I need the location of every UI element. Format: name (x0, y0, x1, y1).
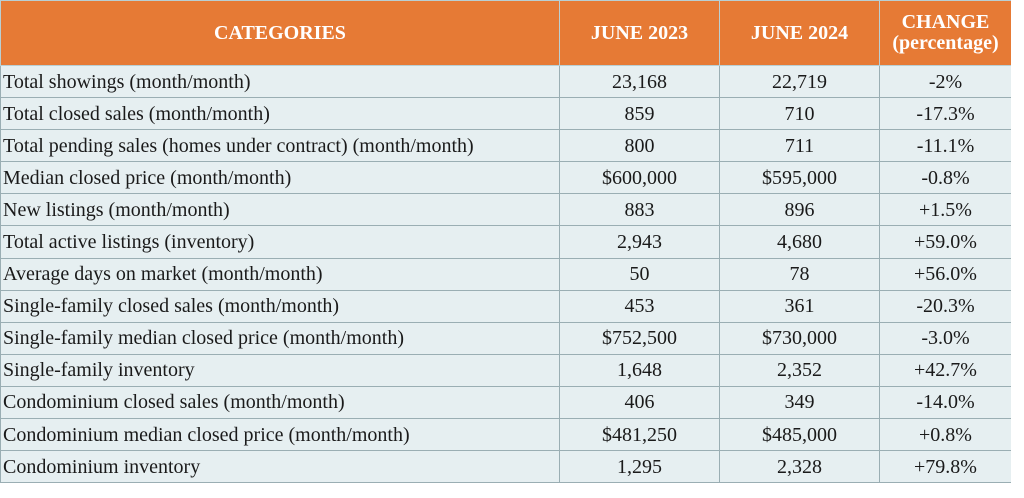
june-2023-cell: $752,500 (559, 321, 720, 355)
change-cell: -14.0% (879, 385, 1011, 420)
table-row: Total showings (month/month) 23,168 22,7… (0, 64, 1011, 99)
june-2023-cell: 800 (559, 129, 720, 163)
june-2023-cell: 2,943 (559, 225, 720, 259)
june-2024-cell: 361 (719, 289, 880, 323)
june-2024-cell: 710 (719, 97, 880, 131)
change-cell: -0.8% (879, 161, 1011, 195)
table-row: Average days on market (month/month) 50 … (0, 257, 1011, 291)
header-change-line2: (percentage) (892, 32, 999, 54)
june-2024-cell: $595,000 (719, 161, 880, 195)
june-2024-cell: 22,719 (719, 64, 880, 99)
header-change: CHANGE (percentage) (879, 0, 1011, 66)
category-cell: Total showings (month/month) (0, 64, 560, 99)
housing-stats-table: CATEGORIES JUNE 2023 JUNE 2024 CHANGE (p… (0, 0, 1011, 484)
header-change-line1: CHANGE (901, 11, 990, 33)
table-row: Condominium closed sales (month/month) 4… (0, 385, 1011, 420)
change-cell: -3.0% (879, 321, 1011, 355)
june-2024-cell: 2,352 (719, 353, 880, 387)
header-june-2024: JUNE 2024 (719, 0, 880, 66)
category-cell: Condominium inventory (0, 450, 560, 484)
category-cell: Total active listings (inventory) (0, 225, 560, 259)
header-june-2023: JUNE 2023 (559, 0, 720, 66)
table-header: CATEGORIES JUNE 2023 JUNE 2024 CHANGE (p… (0, 0, 1011, 66)
category-cell: Total closed sales (month/month) (0, 97, 560, 131)
june-2023-cell: $481,250 (559, 418, 720, 452)
category-cell: Single-family median closed price (month… (0, 321, 560, 355)
table-row: Single-family median closed price (month… (0, 321, 1011, 355)
table-row: Single-family inventory 1,648 2,352 +42.… (0, 353, 1011, 387)
category-cell: Median closed price (month/month) (0, 161, 560, 195)
june-2024-cell: 896 (719, 193, 880, 227)
june-2024-cell: 2,328 (719, 450, 880, 484)
table-row: Total active listings (inventory) 2,943 … (0, 225, 1011, 259)
table-body: Total showings (month/month) 23,168 22,7… (0, 64, 1011, 484)
table-row: New listings (month/month) 883 896 +1.5% (0, 193, 1011, 227)
june-2024-cell: $485,000 (719, 418, 880, 452)
june-2023-cell: 859 (559, 97, 720, 131)
june-2024-cell: 711 (719, 129, 880, 163)
table-row: Condominium median closed price (month/m… (0, 418, 1011, 452)
change-cell: +56.0% (879, 257, 1011, 291)
change-cell: +79.8% (879, 450, 1011, 484)
table-row: Total pending sales (homes under contrac… (0, 129, 1011, 163)
table-row: Condominium inventory 1,295 2,328 +79.8% (0, 450, 1011, 484)
june-2023-cell: 453 (559, 289, 720, 323)
category-cell: Single-family closed sales (month/month) (0, 289, 560, 323)
june-2023-cell: 406 (559, 385, 720, 420)
change-cell: -17.3% (879, 97, 1011, 131)
june-2023-cell: $600,000 (559, 161, 720, 195)
table-row: Total closed sales (month/month) 859 710… (0, 97, 1011, 131)
header-categories: CATEGORIES (0, 0, 560, 66)
table-row: Median closed price (month/month) $600,0… (0, 161, 1011, 195)
category-cell: Condominium closed sales (month/month) (0, 385, 560, 420)
june-2024-cell: 4,680 (719, 225, 880, 259)
category-cell: Condominium median closed price (month/m… (0, 418, 560, 452)
category-cell: Average days on market (month/month) (0, 257, 560, 291)
table-row: Single-family closed sales (month/month)… (0, 289, 1011, 323)
june-2023-cell: 23,168 (559, 64, 720, 99)
june-2023-cell: 50 (559, 257, 720, 291)
category-cell: New listings (month/month) (0, 193, 560, 227)
june-2024-cell: 78 (719, 257, 880, 291)
june-2023-cell: 1,648 (559, 353, 720, 387)
change-cell: +42.7% (879, 353, 1011, 387)
category-cell: Single-family inventory (0, 353, 560, 387)
header-row: CATEGORIES JUNE 2023 JUNE 2024 CHANGE (p… (0, 0, 1011, 66)
change-cell: -2% (879, 64, 1011, 99)
category-cell: Total pending sales (homes under contrac… (0, 129, 560, 163)
change-cell: -11.1% (879, 129, 1011, 163)
change-cell: -20.3% (879, 289, 1011, 323)
june-2023-cell: 883 (559, 193, 720, 227)
june-2023-cell: 1,295 (559, 450, 720, 484)
june-2024-cell: 349 (719, 385, 880, 420)
june-2024-cell: $730,000 (719, 321, 880, 355)
change-cell: +59.0% (879, 225, 1011, 259)
change-cell: +0.8% (879, 418, 1011, 452)
change-cell: +1.5% (879, 193, 1011, 227)
